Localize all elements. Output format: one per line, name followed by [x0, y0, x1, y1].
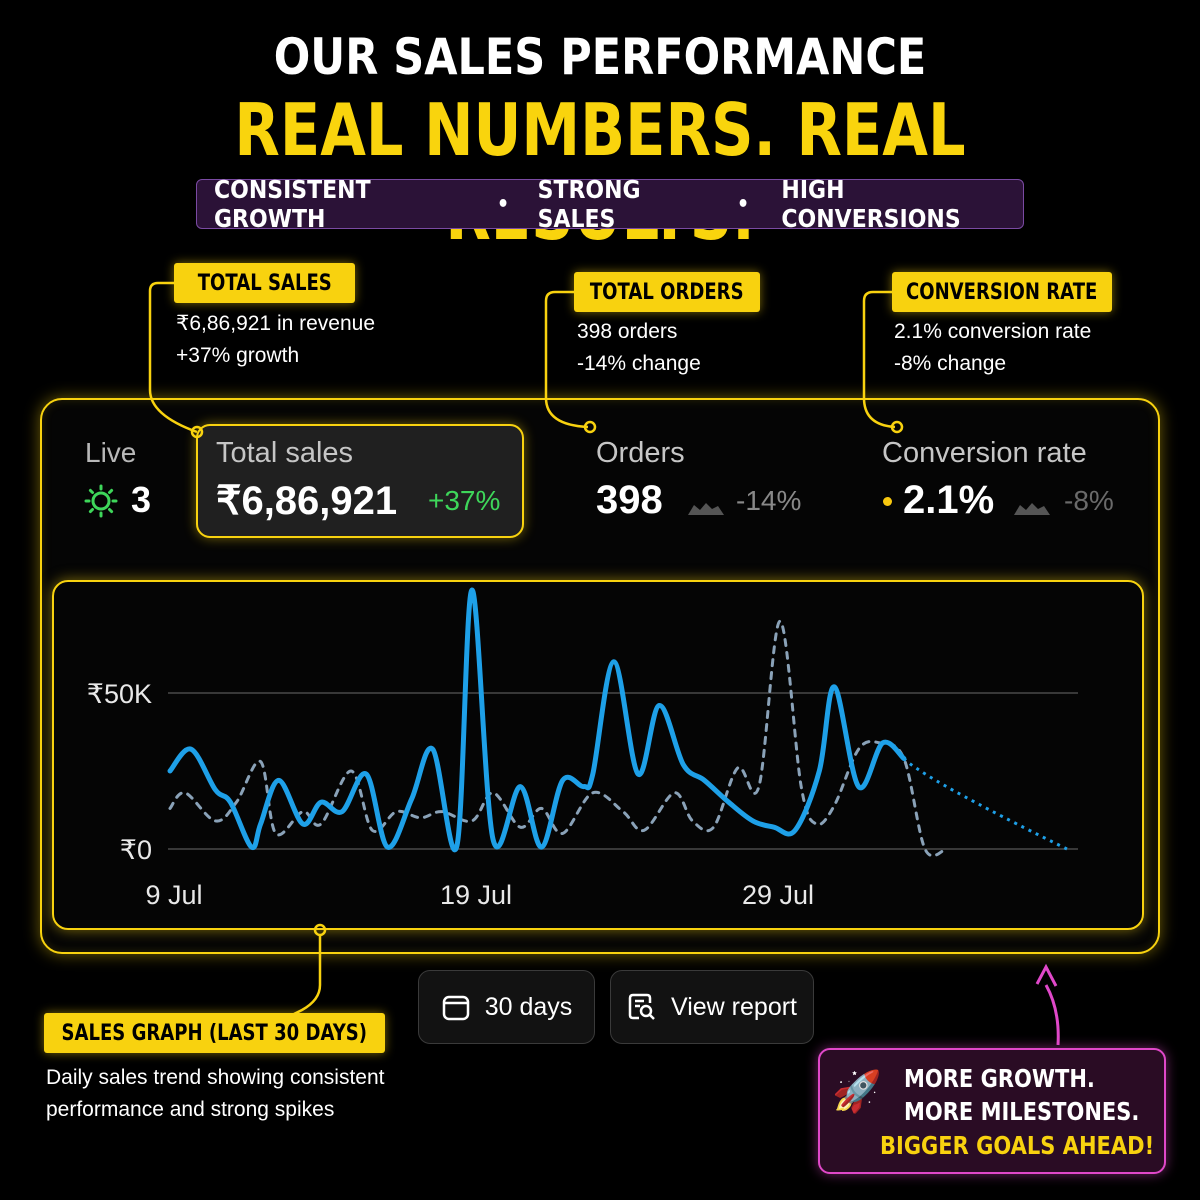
calendar-icon [442, 995, 469, 1021]
tagline-sales: STRONG SALES [537, 175, 641, 233]
growth-promo-box [818, 1048, 1166, 1174]
total-sales-delta: +37% [428, 485, 501, 516]
orders-label: Orders [596, 437, 685, 469]
conversion-sparkline-icon [1014, 503, 1050, 515]
orders-sparkline-icon [688, 503, 724, 515]
live-visitor-count: 3 [131, 479, 152, 520]
view-report-label: View report [671, 992, 797, 1021]
sales-graph-callout-tag: SALES GRAPH (LAST 30 DAYS) [44, 1013, 385, 1053]
date-range-button[interactable]: 30 days [418, 970, 595, 1044]
tagline-separator: • [497, 191, 510, 217]
total-sales-value: ₹6,86,921 [216, 479, 398, 523]
view-report-button[interactable]: View report [610, 970, 814, 1044]
total-sales-callout-tag: TOTAL SALES [174, 263, 355, 303]
conversion-delta: -8% [1064, 485, 1114, 516]
orders-value: 398 [596, 478, 663, 522]
growth-arrow-icon [1035, 963, 1060, 1046]
promo-line-3: BIGGER GOALS AHEAD! [880, 1131, 1155, 1160]
total-sales-metric[interactable] [196, 424, 524, 538]
tagline-growth: CONSISTENT GROWTH [213, 175, 371, 233]
tagline-conversions: HIGH CONVERSIONS [781, 175, 961, 233]
promo-line-2: MORE MILESTONES. [904, 1097, 1140, 1126]
report-search-icon [628, 993, 655, 1020]
date-range-label: 30 days [484, 992, 573, 1021]
live-pulse-icon [84, 484, 118, 518]
total-orders-callout-note: 398 orders -14% change [577, 320, 701, 375]
total-orders-callout-tag: TOTAL ORDERS [574, 272, 760, 312]
conversion-bullet-icon [883, 497, 892, 506]
total-sales-label: Total sales [216, 437, 354, 469]
sales-graph-callout-note: Daily sales trend showing consistent perf… [46, 1066, 385, 1121]
rocket-icon: 🚀 [832, 1070, 882, 1114]
conversion-callout-tag: CONVERSION RATE [892, 272, 1112, 312]
live-label: Live [85, 437, 137, 468]
conversion-callout-note: 2.1% conversion rate -8% change [894, 320, 1092, 375]
promo-line-1: MORE GROWTH. [904, 1064, 1095, 1093]
conversion-value: 2.1% [903, 478, 995, 522]
page-title: OUR SALES PERFORMANCE [273, 28, 927, 86]
tagline-separator: • [736, 191, 750, 217]
conversion-label: Conversion rate [882, 437, 1087, 469]
orders-delta: -14% [736, 485, 802, 516]
total-sales-callout-note: ₹6,86,921 in revenue +37% growth [176, 312, 376, 367]
tagline-banner: CONSISTENT GROWTH • STRONG SALES • HIGH … [196, 175, 1024, 233]
sales-chart-frame [52, 580, 1144, 930]
